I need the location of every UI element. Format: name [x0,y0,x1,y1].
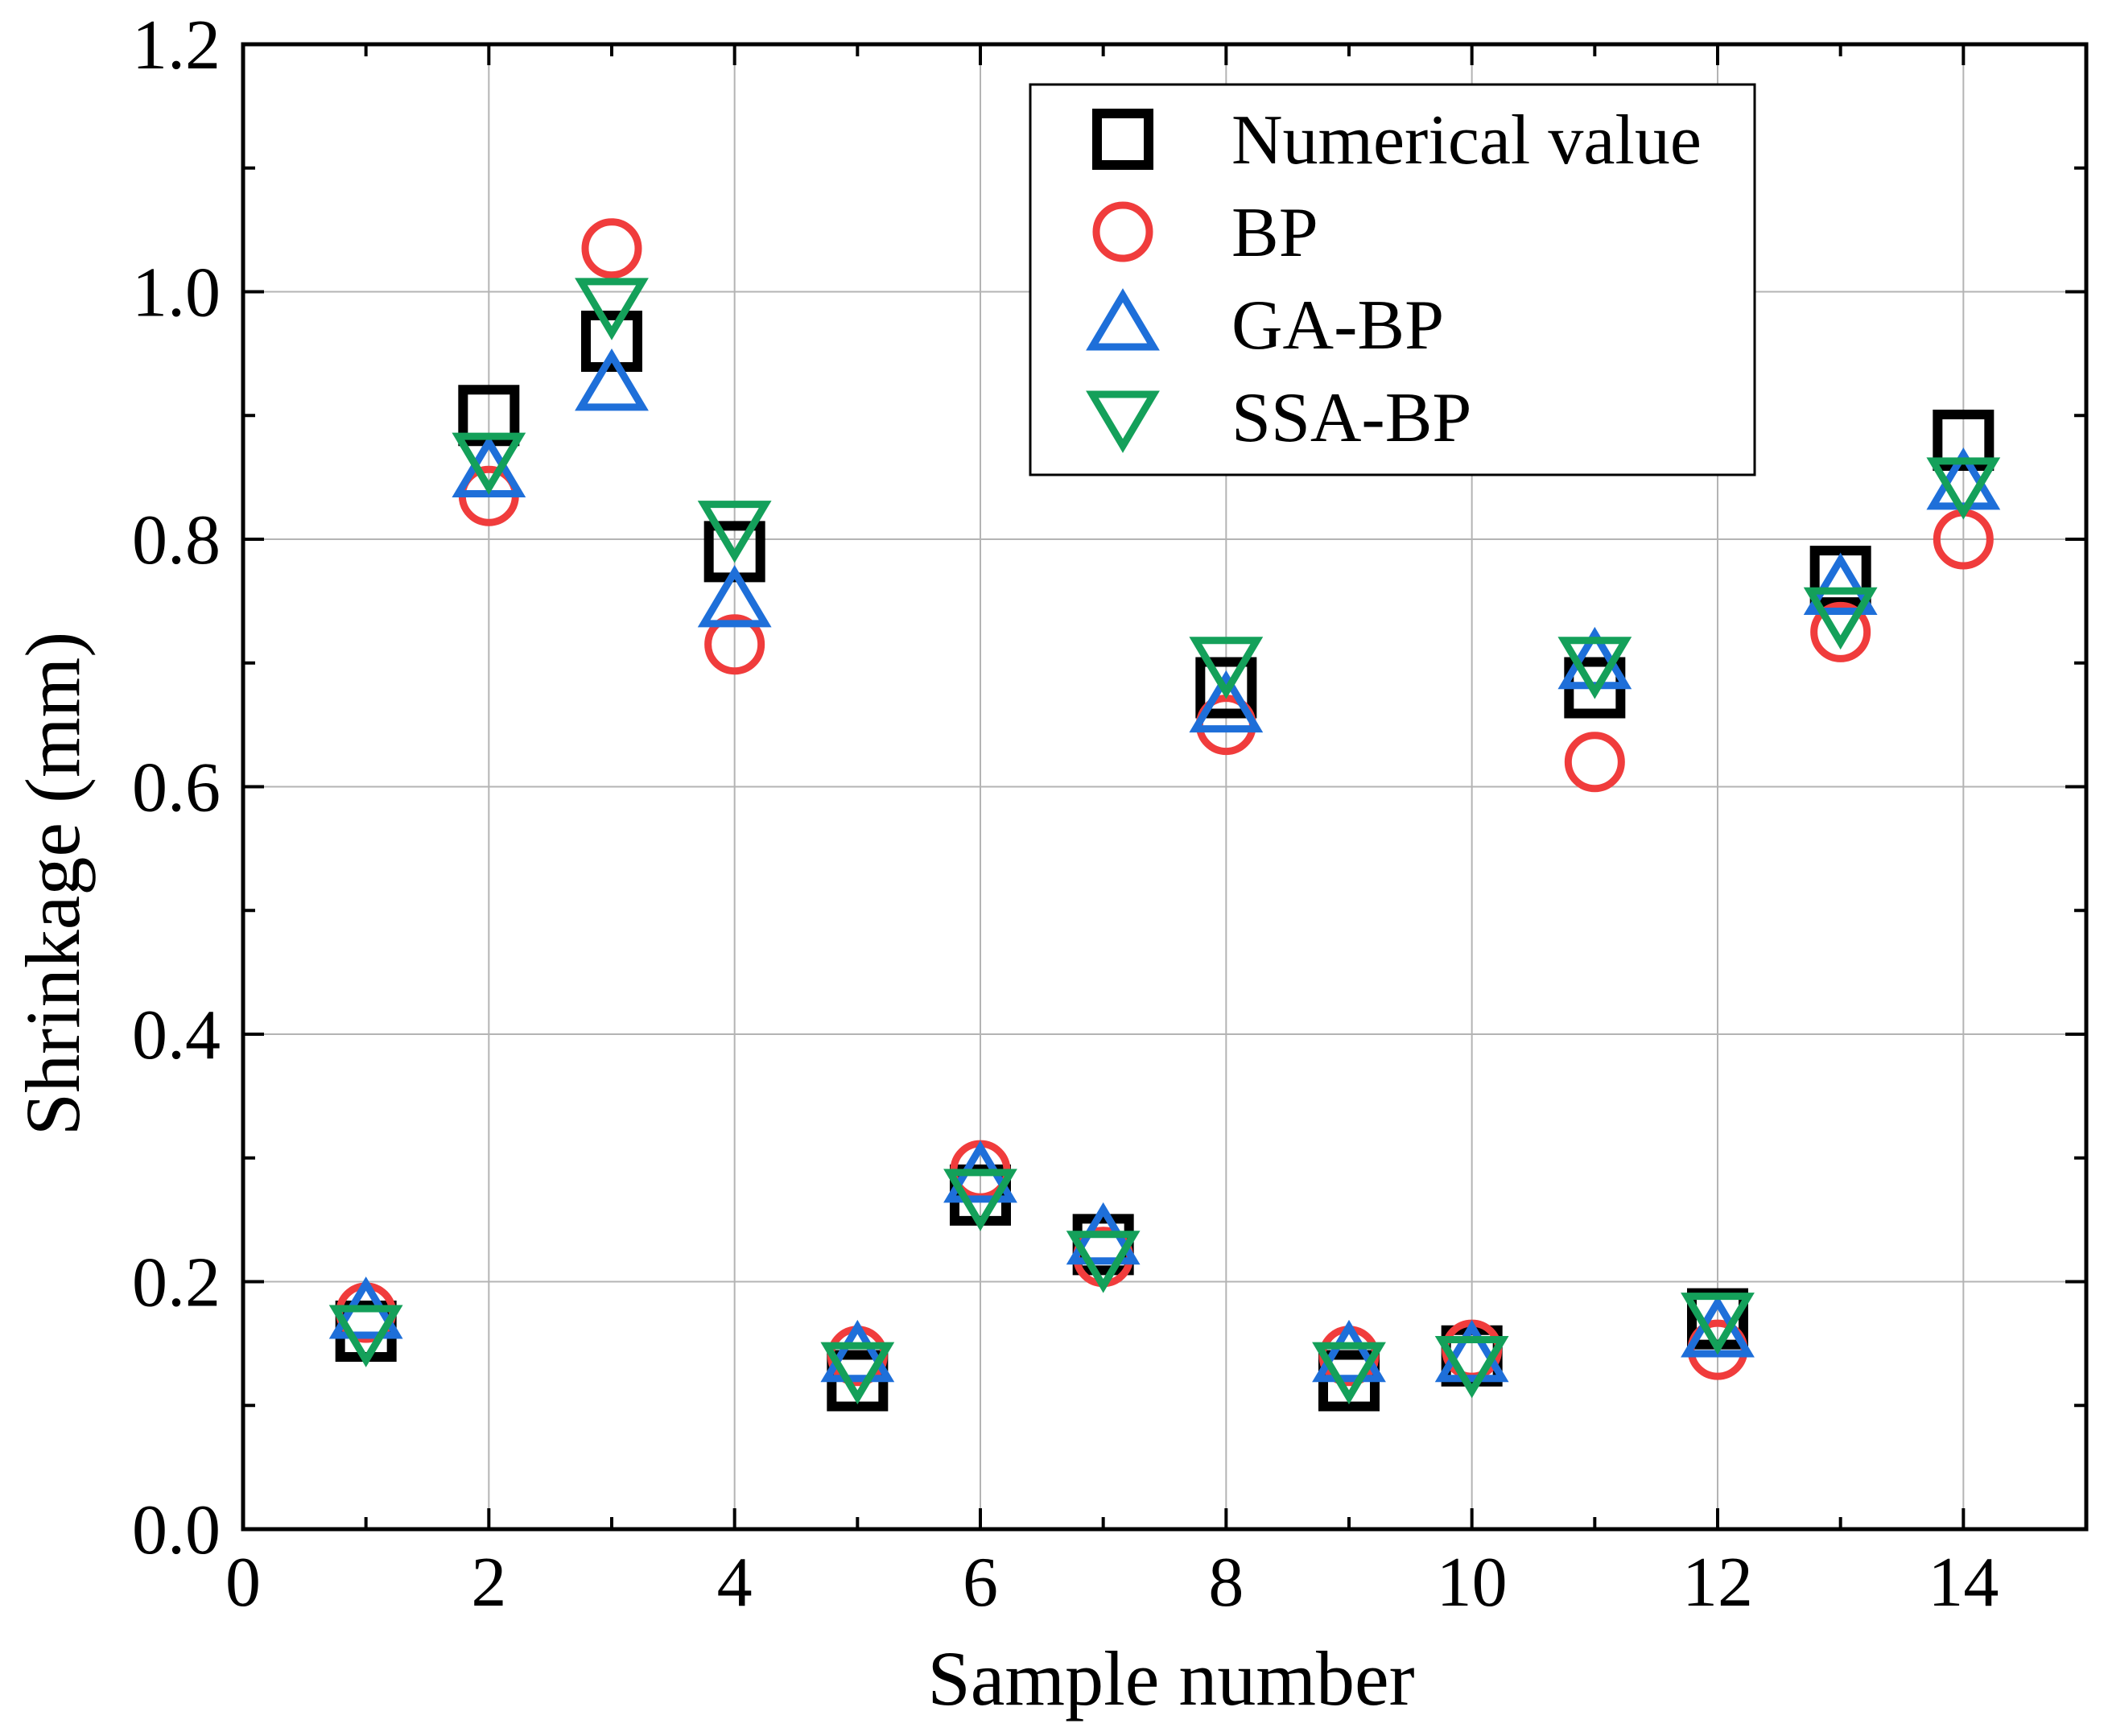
legend: Numerical value BP GA-BP SSA-BP [1029,83,1756,476]
data-point [1926,457,2001,520]
data-point [1312,1342,1386,1404]
x-tick-label: 8 [1208,1544,1244,1622]
data-point [943,1169,1017,1231]
legend-label: SSA-BP [1231,379,1471,457]
y-axis-title: Shrinkage (mm) [10,632,96,1136]
data-point [581,218,642,279]
x-tick-label: 6 [963,1544,998,1622]
x-axis-title: Sample number [927,1635,1414,1722]
data-point [575,278,649,340]
data-point [1312,1319,1386,1383]
tick-labels: 0 2 4 6 8 10 12 14 0.0 0.2 0.4 0.6 0.8 1.0 1.2 [132,6,1999,1622]
data-point [1803,552,1878,615]
ticks [241,43,2088,1531]
y-tick-label: 1.0 [132,254,221,332]
data-marks [328,218,2001,1412]
data-point [1803,587,1878,650]
data-point [1810,601,1871,662]
data-point [1189,637,1264,699]
y-tick-label: 1.2 [132,6,221,85]
x-tick-label: 0 [225,1544,261,1622]
legend-marker [1092,109,1153,170]
data-point [1195,657,1257,719]
legend-label: GA-BP [1231,287,1444,365]
legend-label: Numerical value [1231,101,1702,179]
data-point [1933,410,1995,471]
y-tick-label: 0.0 [132,1491,221,1569]
data-point [452,432,526,495]
legend-marker [1086,288,1160,351]
x-tick-label: 4 [717,1544,753,1622]
legend-marker [1086,390,1160,453]
data-point [1564,732,1625,793]
y-tick-label: 0.8 [132,501,221,579]
data-point [820,1319,895,1383]
data-point [575,348,649,411]
x-tick-label: 14 [1928,1544,1999,1622]
y-tick-label: 0.4 [132,996,221,1074]
grid [243,44,2086,1529]
data-point [328,1305,403,1367]
y-tick-label: 0.6 [132,749,221,827]
x-tick-label: 2 [471,1544,506,1622]
data-point [581,311,642,372]
legend-marker [1092,201,1153,262]
data-point [820,1342,895,1404]
data-point [1434,1335,1509,1399]
data-point [697,501,772,563]
data-point [697,565,772,628]
legend-label: BP [1231,194,1318,272]
y-tick-label: 0.2 [132,1244,221,1322]
series-ssa-bp [328,278,2001,1404]
data-point [1066,1231,1141,1293]
x-tick-label: 12 [1682,1544,1753,1622]
data-point [1189,670,1264,733]
data-point [704,614,765,675]
data-point [1557,637,1632,699]
data-point [1434,1319,1509,1383]
x-tick-label: 10 [1437,1544,1508,1622]
data-point [1681,1293,1755,1355]
